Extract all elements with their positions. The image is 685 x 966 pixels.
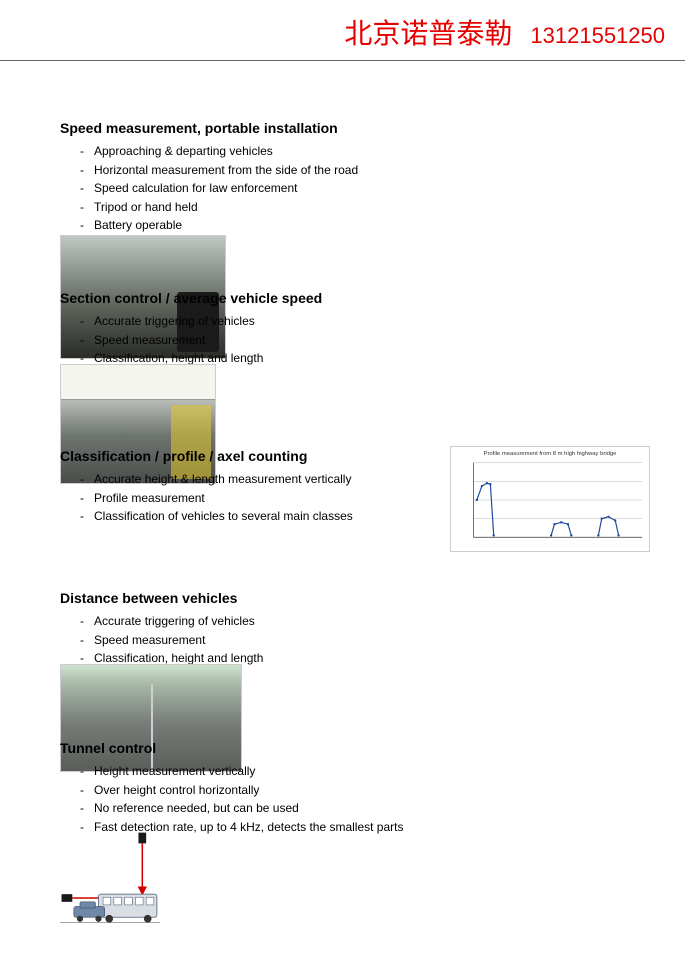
bullet-item: Fast detection rate, up to 4 kHz, detect… bbox=[80, 818, 650, 837]
section-image-profile-chart: Profile measurement from 8 m high highwa… bbox=[450, 446, 650, 552]
bullet-item: Accurate triggering of vehicles bbox=[80, 612, 650, 631]
bullet-item: No reference needed, but can be used bbox=[80, 799, 650, 818]
bullet-item: Battery operable bbox=[80, 216, 650, 235]
tunnel-diagram-svg bbox=[60, 828, 160, 928]
bullet-item: Approaching & departing vehicles bbox=[80, 142, 650, 161]
bullet-list: Approaching & departing vehicles Horizon… bbox=[60, 142, 650, 235]
section-image-tunnel-diagram bbox=[60, 828, 160, 958]
bullet-item: Horizontal measurement from the side of … bbox=[80, 161, 650, 180]
bullet-item: Speed measurement bbox=[80, 331, 650, 350]
bullet-item: Tripod or hand held bbox=[80, 198, 650, 217]
page-header: 北京诺普泰勒 13121551250 bbox=[0, 12, 685, 61]
section-classification: Classification / profile / axel counting… bbox=[60, 448, 650, 526]
profile-chart-svg: Profile measurement from 8 m high highwa… bbox=[451, 447, 649, 551]
bullet-list: Accurate triggering of vehicles Speed me… bbox=[60, 312, 650, 368]
section-title: Section control / average vehicle speed bbox=[60, 290, 650, 306]
bullet-item: Speed calculation for law enforcement bbox=[80, 179, 650, 198]
section-tunnel-control: Tunnel control Height measurement vertic… bbox=[60, 740, 650, 966]
bullet-item: Speed measurement bbox=[80, 631, 650, 650]
company-name: 北京诺普泰勒 bbox=[344, 12, 512, 52]
bullet-item: Height measurement vertically bbox=[80, 762, 650, 781]
bullet-list: Accurate triggering of vehicles Speed me… bbox=[60, 612, 650, 668]
content-area: Speed measurement, portable installation… bbox=[60, 80, 650, 880]
bullet-item: Over height control horizontally bbox=[80, 781, 650, 800]
company-phone: 13121551250 bbox=[530, 23, 665, 49]
bullet-item: Accurate triggering of vehicles bbox=[80, 312, 650, 331]
bullet-list: Height measurement vertically Over heigh… bbox=[60, 762, 650, 836]
section-title: Distance between vehicles bbox=[60, 590, 650, 606]
section-title: Tunnel control bbox=[60, 740, 650, 756]
section-title: Speed measurement, portable installation bbox=[60, 120, 650, 136]
svg-text:Profile measurement from 8 m h: Profile measurement from 8 m high highwa… bbox=[484, 451, 617, 457]
